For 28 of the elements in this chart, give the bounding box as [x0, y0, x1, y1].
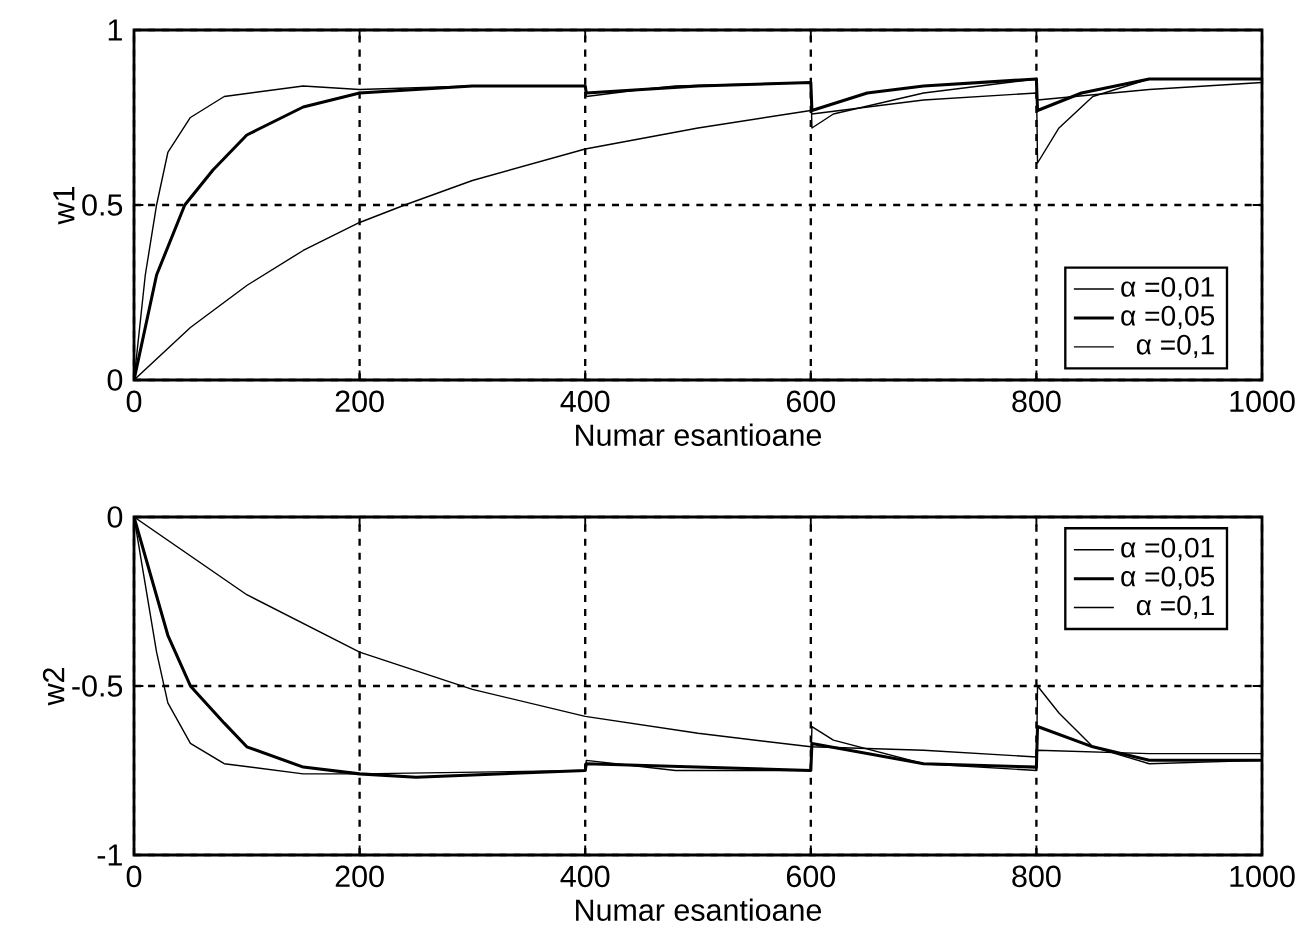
x-tick-label: 0: [126, 865, 142, 888]
x-tick-label: 1000: [1230, 390, 1295, 413]
x-axis-title: Numar esantioane: [576, 898, 822, 921]
x-tick-label: 400: [560, 390, 610, 413]
x-tick-label: 1000: [1230, 865, 1295, 888]
x-tick-label: 400: [560, 865, 610, 888]
x-axis-title: Numar esantioane: [576, 423, 822, 446]
x-tick-label: 600: [786, 865, 836, 888]
y-tick-label: 0: [107, 369, 123, 391]
legend-label: α =0,01: [1121, 276, 1214, 301]
legend-label: α =0,1: [1136, 595, 1214, 619]
x-tick-label: 800: [1012, 390, 1061, 413]
x-tick-label: 200: [335, 865, 384, 888]
y-tick-label: 1: [108, 19, 122, 41]
y-tick-label: -1: [97, 844, 122, 866]
legend-label: α =0,05: [1121, 566, 1215, 590]
legend-label: α =0,05: [1121, 305, 1215, 330]
x-tick-label: 200: [335, 390, 384, 413]
x-tick-label: 0: [126, 390, 142, 413]
legend-label: α =0,1: [1136, 334, 1214, 358]
y-tick-label: -0.5: [72, 675, 123, 697]
legend-label: α =0,01: [1121, 537, 1214, 561]
y-axis-title: w2: [42, 668, 65, 706]
y-tick-label: 0.5: [82, 194, 123, 216]
y-axis-title: w1: [53, 187, 75, 225]
x-tick-label: 800: [1012, 865, 1061, 888]
x-tick-label: 600: [786, 390, 836, 413]
y-tick-label: 0: [107, 506, 123, 528]
